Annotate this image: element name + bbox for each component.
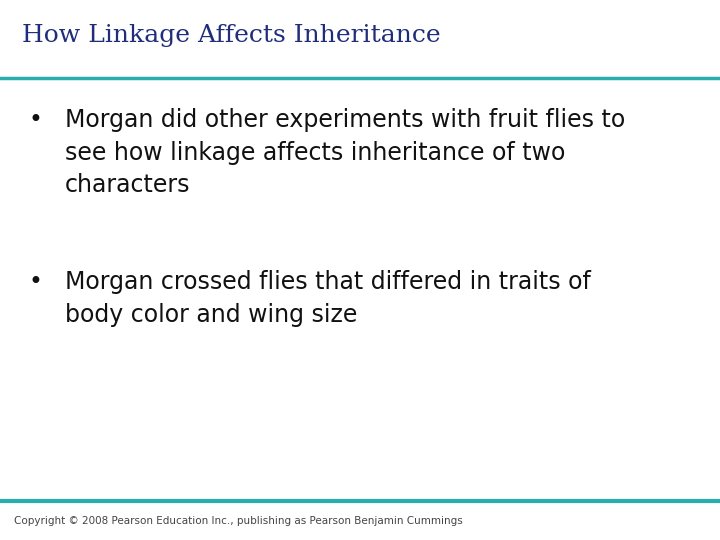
Text: •: •	[29, 270, 42, 294]
Text: Copyright © 2008 Pearson Education Inc., publishing as Pearson Benjamin Cummings: Copyright © 2008 Pearson Education Inc.,…	[14, 516, 463, 526]
Text: Morgan crossed flies that differed in traits of
body color and wing size: Morgan crossed flies that differed in tr…	[65, 270, 590, 327]
Text: Morgan did other experiments with fruit flies to
see how linkage affects inherit: Morgan did other experiments with fruit …	[65, 108, 625, 197]
Text: How Linkage Affects Inheritance: How Linkage Affects Inheritance	[22, 24, 440, 48]
Text: •: •	[29, 108, 42, 132]
